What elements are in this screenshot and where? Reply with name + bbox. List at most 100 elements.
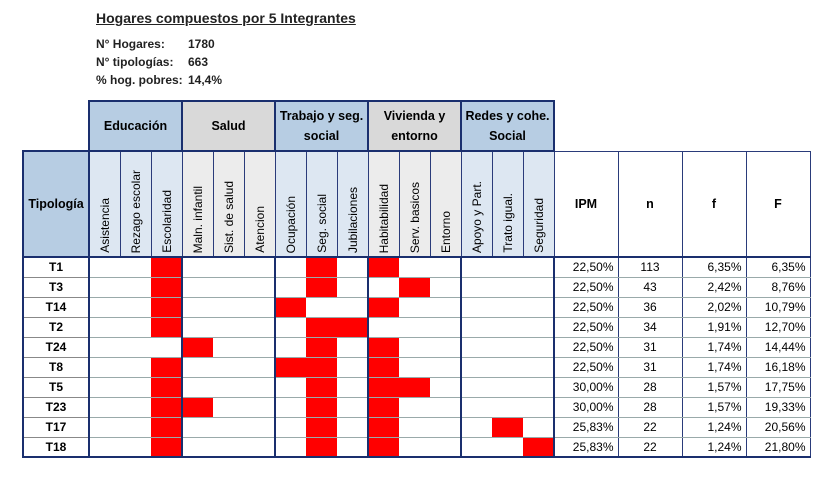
deprivation-flag-off — [181, 437, 213, 458]
deprivation-flag-off — [181, 257, 213, 278]
metric-n-cell: 22 — [617, 417, 683, 438]
deprivation-flag-on — [367, 357, 399, 378]
deprivation-flag-off — [151, 337, 182, 358]
subheader-label: Atencion — [252, 206, 267, 253]
deprivation-flag-off — [120, 277, 151, 298]
deprivation-flag-off — [430, 277, 461, 298]
deprivation-flag-on — [306, 277, 337, 298]
subheader-label: Sist. de salud — [221, 180, 236, 253]
deprivation-flag-off — [337, 397, 368, 418]
subheader-cell: Jubilaciones — [336, 151, 369, 258]
deprivation-flag-off — [181, 417, 213, 438]
metric-F-cell: 19,33% — [745, 397, 811, 418]
deprivation-flag-off — [244, 337, 275, 358]
deprivation-flag-on — [151, 357, 182, 378]
deprivation-flag-off — [213, 337, 244, 358]
info-value: 1780 — [188, 37, 215, 51]
table-row: T18 25,83% 22 1,24% 21,80% — [22, 437, 811, 458]
metric-F-cell: 20,56% — [745, 417, 811, 438]
subheader-cell: Rezago escolar — [119, 151, 152, 258]
subheader-label: Escolaridad — [159, 190, 174, 253]
subheader-cell: Seguridad — [522, 151, 555, 258]
deprivation-flag-on — [367, 417, 399, 438]
subheader-label: Seguridad — [531, 198, 546, 253]
metric-n-cell: 28 — [617, 377, 683, 398]
deprivation-flag-off — [460, 257, 492, 278]
deprivation-flag-off — [88, 317, 120, 338]
deprivation-flag-off — [492, 337, 523, 358]
subheader-cell: Entorno — [429, 151, 462, 258]
subheader-label: Habitabilidad — [376, 183, 391, 253]
info-value: 663 — [188, 55, 209, 69]
deprivation-flag-off — [213, 257, 244, 278]
metric-f-cell: 6,35% — [681, 257, 747, 278]
deprivation-flag-off — [367, 317, 399, 338]
deprivation-flag-off — [460, 397, 492, 418]
metric-n-cell: 43 — [617, 277, 683, 298]
deprivation-flag-off — [274, 417, 306, 438]
subheader-cell: Apoyo y Part. — [460, 151, 493, 258]
info-label: N° tipologías: — [96, 55, 174, 69]
metric-f-cell: 1,74% — [681, 337, 747, 358]
deprivation-flag-off — [430, 417, 461, 438]
deprivation-flag-off — [460, 277, 492, 298]
deprivation-flag-on — [151, 417, 182, 438]
deprivation-flag-off — [399, 257, 430, 278]
deprivation-flag-off — [213, 317, 244, 338]
metric-header: f — [681, 150, 747, 258]
metric-ipm-cell: 30,00% — [553, 377, 619, 398]
deprivation-flag-on — [306, 417, 337, 438]
deprivation-flag-off — [492, 357, 523, 378]
deprivation-flag-off — [399, 317, 430, 338]
deprivation-flag-off — [460, 317, 492, 338]
deprivation-flag-off — [120, 397, 151, 418]
deprivation-flag-off — [274, 277, 306, 298]
table-row: T8 22,50% 31 1,74% 16,18% — [22, 357, 811, 378]
deprivation-flag-off — [274, 437, 306, 458]
deprivation-flag-off — [213, 277, 244, 298]
metric-f-cell: 1,24% — [681, 417, 747, 438]
deprivation-flag-off — [120, 437, 151, 458]
deprivation-flag-on — [367, 297, 399, 318]
info-poor-pct: % hog. pobres: 14,4% — [96, 73, 222, 87]
deprivation-flag-off — [460, 297, 492, 318]
deprivation-flag-off — [337, 417, 368, 438]
deprivation-flag-off — [120, 417, 151, 438]
metric-ipm-cell: 25,83% — [553, 437, 619, 458]
deprivation-flag-off — [460, 357, 492, 378]
info-households: N° Hogares: 1780 — [96, 37, 215, 51]
metric-F-cell: 16,18% — [745, 357, 811, 378]
deprivation-flag-off — [337, 437, 368, 458]
row-label: T17 — [22, 417, 90, 438]
deprivation-flag-off — [213, 437, 244, 458]
deprivation-flag-on — [151, 317, 182, 338]
metric-n-cell: 34 — [617, 317, 683, 338]
deprivation-flag-off — [244, 317, 275, 338]
table-row: T2 22,50% 34 1,91% 12,70% — [22, 317, 811, 338]
metric-f-cell: 2,42% — [681, 277, 747, 298]
subheader-label: Rezago escolar — [128, 169, 143, 253]
deprivation-flag-off — [120, 257, 151, 278]
subheader-cell: Seg. social — [305, 151, 338, 258]
deprivation-flag-off — [523, 297, 555, 318]
deprivation-flag-off — [244, 377, 275, 398]
deprivation-flag-off — [337, 257, 368, 278]
deprivation-flag-off — [244, 437, 275, 458]
metric-F-cell: 6,35% — [745, 257, 811, 278]
deprivation-flag-on — [151, 297, 182, 318]
info-label: N° Hogares: — [96, 37, 165, 51]
deprivation-flag-off — [399, 397, 430, 418]
deprivation-flag-on — [367, 257, 399, 278]
subheader-cell: Maln. infantil — [181, 151, 214, 258]
row-label: T1 — [22, 257, 90, 278]
metric-ipm-cell: 22,50% — [553, 257, 619, 278]
row-label: T5 — [22, 377, 90, 398]
row-label: T18 — [22, 437, 90, 458]
deprivation-flag-off — [213, 397, 244, 418]
deprivation-flag-on — [367, 337, 399, 358]
deprivation-flag-off — [244, 297, 275, 318]
deprivation-flag-off — [181, 317, 213, 338]
deprivation-flag-off — [274, 397, 306, 418]
table-row: T1 22,50% 113 6,35% 6,35% — [22, 257, 811, 278]
deprivation-flag-on — [151, 377, 182, 398]
